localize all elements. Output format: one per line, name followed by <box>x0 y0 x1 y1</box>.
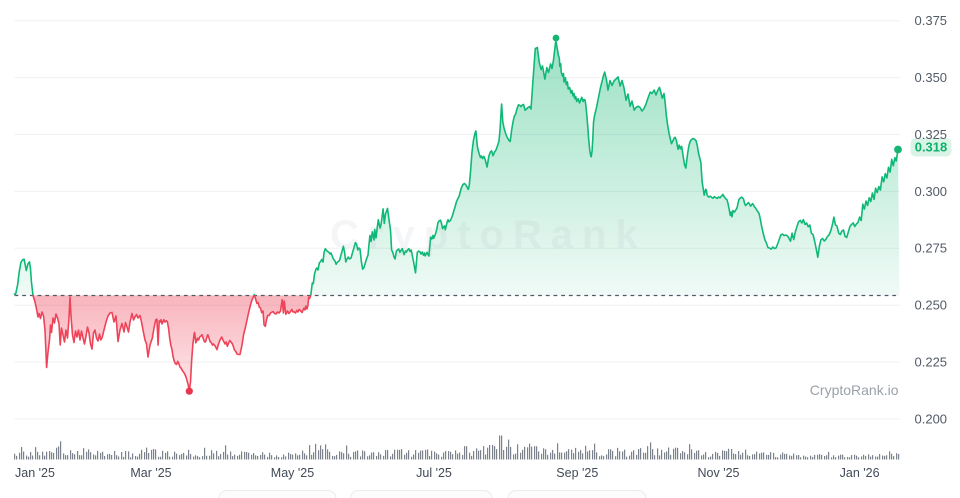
svg-text:Jul '25: Jul '25 <box>416 466 452 480</box>
svg-text:Mar '25: Mar '25 <box>130 466 171 480</box>
svg-text:May '25: May '25 <box>271 466 314 480</box>
svg-text:Sep '25: Sep '25 <box>556 466 598 480</box>
svg-text:Jan '25: Jan '25 <box>15 466 55 480</box>
svg-text:0.350: 0.350 <box>915 70 948 85</box>
svg-text:0.325: 0.325 <box>915 127 948 142</box>
svg-text:CryptoRank: CryptoRank <box>330 213 647 257</box>
svg-text:CryptoRank.io: CryptoRank.io <box>810 382 899 398</box>
svg-text:Jan '26: Jan '26 <box>840 466 880 480</box>
svg-text:0.200: 0.200 <box>915 411 948 426</box>
svg-text:0.375: 0.375 <box>915 13 948 28</box>
svg-text:0.250: 0.250 <box>915 298 948 313</box>
svg-text:0.225: 0.225 <box>915 355 948 370</box>
svg-text:0.300: 0.300 <box>915 184 948 199</box>
svg-text:0.318: 0.318 <box>915 140 948 155</box>
svg-text:Nov '25: Nov '25 <box>698 466 740 480</box>
svg-text:0.275: 0.275 <box>915 241 948 256</box>
